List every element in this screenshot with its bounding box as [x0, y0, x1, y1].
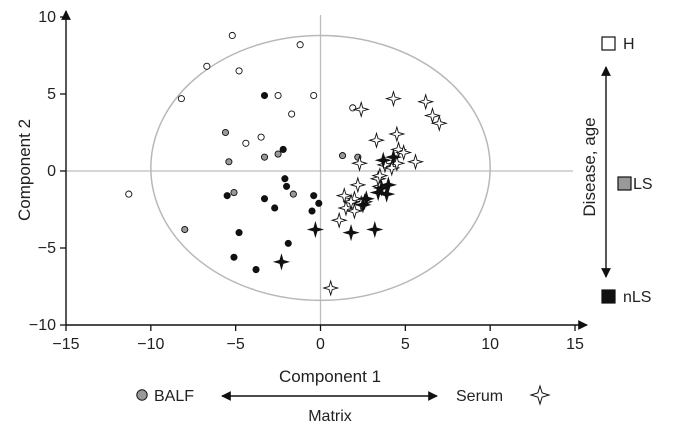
data-point-balf-ls — [181, 225, 189, 234]
data-point-balf-nls — [283, 182, 291, 190]
data-point-serum-ls — [383, 159, 401, 177]
y-tick-label: −5 — [38, 240, 56, 257]
data-point-serum-nls — [342, 223, 360, 242]
data-point-serum-nls — [374, 151, 392, 169]
data-points — [125, 31, 448, 297]
data-point-serum-ls — [322, 279, 340, 297]
data-point-serum-nls — [306, 220, 325, 239]
matrix-axis-label: Matrix — [308, 408, 352, 425]
y-tick-label: 10 — [38, 9, 56, 26]
data-point-serum-ls — [423, 106, 442, 125]
legend-swatch-nls — [601, 289, 616, 304]
data-point-balf-nls — [271, 204, 279, 212]
x-tick-label: −10 — [137, 336, 164, 353]
data-point-balf-nls — [230, 253, 238, 261]
disease-legend: H LS nLS Disease, age — [580, 36, 653, 306]
legend-label-ls: LS — [633, 176, 653, 193]
data-point-balf-ls — [260, 153, 269, 161]
x-tick-label: 15 — [566, 336, 584, 353]
y-tick-label: 5 — [47, 86, 56, 103]
data-point-serum-ls — [345, 202, 364, 220]
data-point-balf-nls — [281, 175, 289, 183]
legend-label-h: H — [623, 36, 635, 53]
data-point-balf-h — [125, 190, 133, 198]
legend-swatch-ls — [617, 176, 632, 191]
data-point-balf-h — [203, 62, 211, 70]
data-point-serum-ls — [371, 166, 389, 185]
matrix-legend: BALF Serum Matrix — [136, 384, 551, 425]
data-point-balf-nls — [284, 239, 292, 247]
data-point-balf-h — [242, 139, 250, 147]
data-point-balf-h — [274, 91, 282, 100]
data-point-serum-ls — [342, 193, 360, 211]
data-point-serum-nls — [272, 253, 291, 271]
confidence-ellipse — [150, 34, 491, 302]
data-point-balf-h — [310, 91, 318, 100]
data-point-balf-nls — [315, 199, 323, 207]
x-tick-label: −15 — [52, 336, 79, 353]
x-tick-label: 5 — [401, 336, 410, 353]
data-point-serum-ls — [367, 131, 386, 149]
data-point-balf-nls — [252, 266, 260, 274]
data-point-balf-ls — [225, 158, 233, 166]
data-point-serum-ls — [349, 176, 367, 194]
data-point-serum-nls — [384, 148, 403, 166]
data-point-serum-ls — [430, 114, 448, 132]
data-point-balf-ls — [339, 152, 347, 160]
matrix-legend-serum-marker — [529, 384, 551, 406]
data-point-balf-ls — [274, 150, 282, 158]
data-point-serum-ls — [388, 125, 406, 143]
data-point-balf-h — [235, 67, 243, 75]
data-point-serum-ls — [376, 156, 394, 174]
data-point-balf-ls — [289, 190, 297, 198]
data-point-balf-h — [177, 95, 185, 103]
data-point-serum-ls — [395, 143, 413, 162]
disease-axis-label: Disease, age — [580, 117, 599, 216]
tick-group: −15 −10 −5 0 5 10 15 −10 −5 0 5 10 — [29, 9, 584, 353]
data-point-balf-h — [257, 133, 265, 141]
matrix-legend-serum-label: Serum — [456, 388, 503, 405]
y-tick-label: −10 — [29, 317, 56, 334]
data-point-serum-ls — [335, 187, 353, 205]
y-axis-label: Component 2 — [15, 119, 34, 221]
data-point-balf-ls — [221, 128, 230, 137]
data-point-serum-nls — [378, 185, 396, 203]
data-point-serum-nls — [379, 176, 398, 194]
data-point-balf-nls — [310, 192, 318, 200]
x-tick-label: −5 — [227, 336, 245, 353]
data-point-balf-nls — [235, 229, 243, 237]
x-axis-label: Component 1 — [279, 367, 381, 386]
data-point-serum-ls — [417, 93, 435, 111]
data-point-serum-ls — [352, 100, 370, 119]
data-point-serum-ls — [406, 153, 425, 171]
x-tick-label: 10 — [481, 336, 499, 353]
data-point-serum-nls — [357, 190, 375, 208]
data-point-balf-h — [228, 31, 236, 40]
matrix-legend-balf-label: BALF — [154, 388, 194, 405]
data-point-balf-h — [288, 110, 296, 118]
data-point-serum-ls — [330, 211, 348, 229]
legend-label-nls: nLS — [623, 289, 651, 306]
data-point-balf-nls — [279, 145, 287, 153]
data-point-serum-ls — [384, 89, 403, 108]
data-point-balf-nls — [260, 91, 269, 100]
data-point-balf-nls — [223, 192, 231, 200]
data-point-serum-ls — [350, 154, 369, 172]
data-point-balf-nls — [260, 195, 269, 203]
data-point-balf-ls — [230, 189, 238, 197]
y-tick-label: 0 — [47, 163, 56, 180]
legend-swatch-h — [601, 36, 616, 51]
x-tick-label: 0 — [316, 336, 325, 353]
data-point-serum-nls — [366, 220, 384, 239]
data-point-balf-nls — [308, 207, 316, 215]
matrix-legend-balf-marker — [136, 389, 148, 401]
data-point-serum-ls — [337, 199, 355, 217]
data-point-balf-h — [296, 41, 304, 49]
